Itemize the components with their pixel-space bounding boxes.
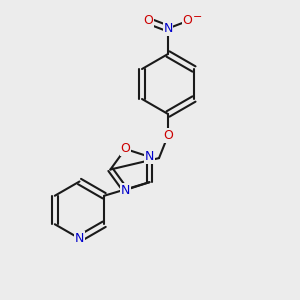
Text: O: O [183,14,192,28]
Text: N: N [75,232,84,245]
Text: −: − [192,12,202,22]
Text: N: N [163,22,173,35]
Text: N: N [145,150,154,163]
Text: N: N [121,184,130,196]
Text: O: O [120,142,130,155]
Text: O: O [144,14,153,28]
Text: O: O [163,129,173,142]
